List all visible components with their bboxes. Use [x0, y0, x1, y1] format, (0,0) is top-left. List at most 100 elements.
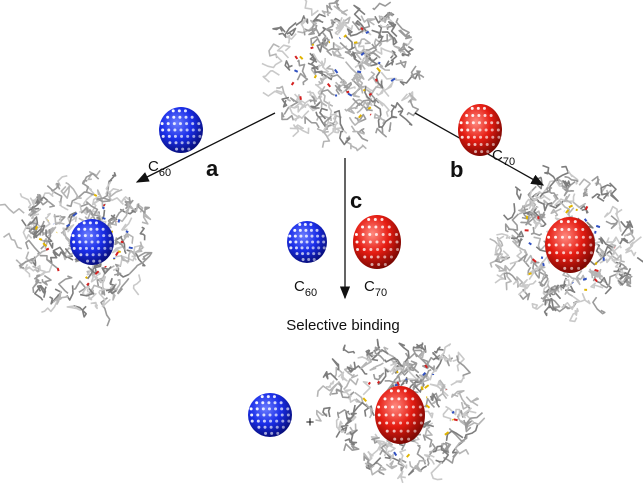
fullerene-facet	[547, 236, 550, 239]
fullerene-facet	[389, 248, 392, 251]
fullerene-facet	[191, 122, 194, 125]
fullerene-facet	[280, 401, 283, 404]
fullerene-facet	[399, 422, 402, 425]
fullerene-facet	[548, 244, 551, 247]
fullerene-facet	[307, 252, 310, 255]
cage-bond	[532, 304, 543, 309]
cage-atom	[67, 225, 70, 227]
fullerene-facet	[282, 426, 285, 429]
fullerene-facet	[90, 234, 93, 237]
cage-bond	[605, 207, 617, 217]
fullerene-facet	[570, 267, 573, 270]
cage-atom	[363, 398, 366, 401]
cage-bond	[532, 227, 542, 235]
cage-bond	[273, 27, 285, 32]
cage-bond	[376, 128, 386, 137]
fullerene-facet	[263, 420, 266, 423]
fullerene-facet	[377, 405, 380, 408]
fullerene-facet	[186, 129, 189, 132]
cage-bond	[637, 251, 643, 262]
cage-bond	[506, 224, 514, 232]
fullerene-facet	[294, 241, 297, 244]
fullerene-facet	[388, 226, 391, 229]
fullerene-facet	[400, 438, 403, 441]
fullerene-facet	[466, 129, 469, 132]
fullerene-facet	[555, 244, 558, 247]
cage-atom	[452, 411, 454, 413]
label-b: b	[450, 157, 463, 182]
cage-bond	[389, 123, 391, 132]
fullerene-facet	[556, 259, 559, 262]
fullerene-facet	[382, 233, 385, 236]
fullerene-facet	[385, 414, 388, 417]
fullerene-facet	[307, 258, 310, 261]
cage-atom	[377, 68, 380, 72]
fullerene-facet	[273, 395, 276, 398]
fullerene-facet	[180, 129, 183, 132]
cage-bond	[504, 203, 515, 219]
fullerene-facet	[391, 405, 394, 408]
cage-bond	[45, 214, 50, 228]
fullerene-facet	[405, 414, 408, 417]
fullerene-facet	[389, 241, 392, 244]
fullerene-facet	[412, 414, 415, 417]
cage-bond	[343, 345, 354, 353]
cage-atom	[311, 47, 314, 48]
fullerene-facet	[191, 116, 194, 119]
cage-bond	[627, 220, 633, 227]
cage-atom	[46, 249, 49, 250]
cage-bond	[428, 444, 436, 466]
fullerene-facet	[554, 236, 557, 239]
fullerene-facet	[560, 220, 563, 223]
cage-bond	[263, 71, 279, 82]
fullerene-facet	[299, 235, 302, 238]
fullerene-facet	[96, 228, 99, 231]
cage-atom	[596, 226, 600, 227]
cage-atom	[116, 252, 118, 256]
fullerene-facet	[108, 234, 111, 237]
fullerene-facet	[378, 422, 381, 425]
fullerene-facet	[78, 234, 81, 237]
cage-atom	[39, 239, 42, 240]
species-base: C	[364, 278, 375, 295]
fullerene-facet	[289, 241, 292, 244]
cage-bond	[113, 280, 120, 291]
fullerene-facet	[376, 241, 379, 244]
cage-atom	[369, 382, 370, 384]
fullerene-facet	[405, 405, 408, 408]
fullerene-facet	[184, 109, 187, 112]
fullerene-facet	[420, 422, 423, 425]
cage-bond	[262, 55, 282, 67]
fullerene-facet	[474, 143, 477, 146]
species-label: C70	[364, 278, 387, 299]
fullerene-facet	[302, 258, 305, 261]
fullerene-facet	[467, 143, 470, 146]
fullerene-facet	[304, 229, 307, 232]
fullerene-facet	[173, 122, 176, 125]
cage-bond	[464, 408, 477, 414]
fullerene-facet	[492, 143, 495, 146]
fullerene-facet	[175, 148, 178, 151]
cage-atom	[354, 42, 357, 43]
fullerene-facet	[287, 420, 290, 423]
cage-atom	[366, 32, 369, 34]
fullerene-facet	[309, 223, 312, 226]
fullerene	[287, 221, 327, 263]
fullerene-facet	[582, 244, 585, 247]
fullerene-facet	[484, 114, 487, 117]
cage-atom	[361, 28, 363, 30]
fullerene-facet	[179, 122, 182, 125]
cage-bond	[440, 344, 451, 360]
fullerene-facet	[369, 241, 372, 244]
cage-atom	[346, 92, 349, 93]
cage-bond	[543, 166, 554, 177]
cage-bond	[41, 301, 57, 312]
fullerene-facet	[477, 114, 480, 117]
fullerene-facet	[317, 246, 320, 249]
cage-bond	[369, 72, 377, 84]
fullerene-facet	[412, 405, 415, 408]
spheres	[70, 104, 595, 444]
fullerene-facet	[267, 395, 270, 398]
cage-atom	[425, 385, 429, 388]
fullerene-facet	[310, 229, 313, 232]
